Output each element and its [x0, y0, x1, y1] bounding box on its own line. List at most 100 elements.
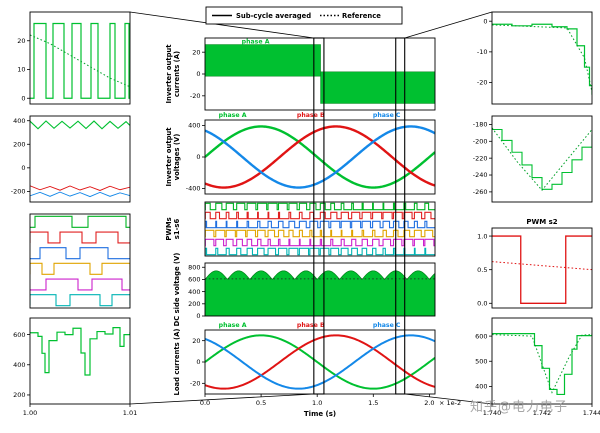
plot-series — [30, 327, 130, 376]
y-axis-label: Inverter output — [165, 127, 173, 187]
plot-bg — [30, 12, 130, 104]
y-tick-label: -20 — [190, 380, 201, 388]
series-pulses — [30, 22, 130, 99]
series-sine — [205, 334, 435, 390]
y-tick-label: -260 — [473, 188, 488, 196]
y-axis-label: currents (A) — [173, 51, 181, 97]
pwm-row-s6 — [30, 294, 130, 307]
series-band — [205, 44, 321, 77]
annotation-phase-c: phase C — [373, 112, 401, 119]
x-tick-label: 1.740 — [483, 409, 502, 417]
y-axis-label: voltages (V) — [173, 134, 181, 181]
pwm-row-s1 — [30, 215, 130, 228]
series-scallop — [205, 270, 435, 316]
plot-bg — [205, 202, 435, 256]
y-tick-label: 0 — [483, 17, 487, 25]
y-tick-label: 200 — [188, 300, 200, 308]
series-line — [30, 120, 130, 130]
plot-zoom2-pwm-s2: 1.0 0.5 0.0 PWM s2 — [477, 218, 593, 309]
x-tick-label: 1.744 — [583, 409, 600, 417]
y-tick-label: 600 — [188, 276, 200, 284]
zoom-region-box-2 — [395, 37, 406, 395]
plot-series — [492, 23, 592, 95]
y-tick-label: 800 — [188, 263, 200, 271]
y-tick-label: -180 — [473, 121, 488, 129]
annotation-phase-c: phase C — [373, 322, 401, 329]
plot-frame — [491, 227, 593, 309]
y-tick-label: 200 — [13, 391, 25, 399]
pwm-row-s2 — [30, 231, 130, 244]
plot-series — [492, 235, 592, 304]
series-line — [492, 24, 592, 92]
y-tick-label: 400 — [188, 288, 200, 296]
plot-dc-voltage: 800 600 400 200 0 DC side voltage (V) — [173, 253, 436, 326]
series-steps — [492, 332, 592, 396]
y-tick-label: 20 — [17, 37, 25, 45]
zoom-region-box-1 — [313, 37, 325, 395]
x-tick-label: 0.5 — [256, 399, 266, 407]
annotation-phase-b: phase B — [297, 112, 325, 119]
plot-inverter-voltages: 400 0 -400 Inverter output voltages (V) phase… — [165, 112, 436, 195]
plot-frame — [29, 115, 131, 203]
plot-series — [205, 125, 435, 189]
series-sine — [205, 125, 435, 189]
plot-series — [492, 127, 592, 191]
zoom-connector-line — [129, 11, 314, 39]
legend-label: Sub-cycle averaged — [236, 12, 311, 20]
plot-zoom-pwm — [29, 213, 131, 309]
series-line — [492, 235, 592, 304]
plot-series — [205, 334, 435, 390]
plot-pwms: PWMs s1-s6 — [165, 201, 436, 257]
pwm-row-s5 — [205, 238, 435, 247]
y-tick-label: 600 — [13, 331, 25, 339]
series-line — [492, 127, 592, 191]
x-tick-label: 1.0 — [312, 399, 322, 407]
y-tick-label: 0 — [21, 94, 25, 102]
pwm-row-s4 — [30, 262, 130, 275]
y-tick-label: 20 — [192, 48, 200, 56]
series-line — [30, 185, 130, 191]
y-tick-label: -20 — [190, 92, 201, 100]
series-steps — [492, 23, 592, 95]
series-sine — [205, 334, 435, 390]
y-tick-label: 600 — [475, 332, 487, 340]
plot-bg — [30, 214, 130, 308]
pwm-row-s4 — [205, 229, 435, 238]
pwm-row-s6 — [205, 247, 435, 256]
y-tick-label: 10 — [17, 66, 25, 74]
annotation-phase-a: phase A — [219, 322, 247, 329]
series-steps — [30, 327, 130, 376]
pwm-row-s2 — [205, 211, 435, 220]
plot-zoom-dc: 600 400 200 1.00 1.01 — [13, 317, 137, 417]
y-tick-label: -240 — [473, 171, 488, 179]
series-band — [320, 71, 435, 104]
annotation-phase-b: phase B — [297, 322, 325, 329]
legend-box — [205, 6, 403, 25]
plot-frame — [29, 317, 131, 405]
plot-frame — [29, 11, 131, 105]
x-tick-label: 1.00 — [23, 409, 37, 417]
annotation-phase-a: phase A — [219, 112, 247, 119]
plot-bg — [30, 116, 130, 202]
x-scale-note: × 1e-2 — [439, 399, 461, 407]
plot-series — [30, 22, 130, 99]
series-sine — [205, 334, 435, 390]
y-axis-label: s1-s6 — [173, 219, 181, 240]
y-axis-label: PWMs — [165, 217, 173, 240]
x-tick-label: 1.01 — [123, 409, 137, 417]
y-tick-label: 0 — [21, 164, 25, 172]
y-tick-label: 0 — [196, 153, 200, 161]
y-tick-label: 0.5 — [477, 266, 487, 274]
series-sine — [205, 125, 435, 189]
plot-series — [30, 215, 130, 307]
y-tick-label: 0 — [196, 312, 200, 320]
series-steps — [492, 128, 592, 190]
pwm-row-s1 — [205, 202, 435, 211]
plot-inverter-currents: 20 0 -20 Inverter output currents (A) phase A — [165, 37, 436, 111]
plot-bg — [492, 228, 592, 308]
x-tick-label: 1.742 — [533, 409, 552, 417]
zoom-connector-line — [404, 11, 493, 39]
y-tick-label: -200 — [11, 188, 26, 196]
